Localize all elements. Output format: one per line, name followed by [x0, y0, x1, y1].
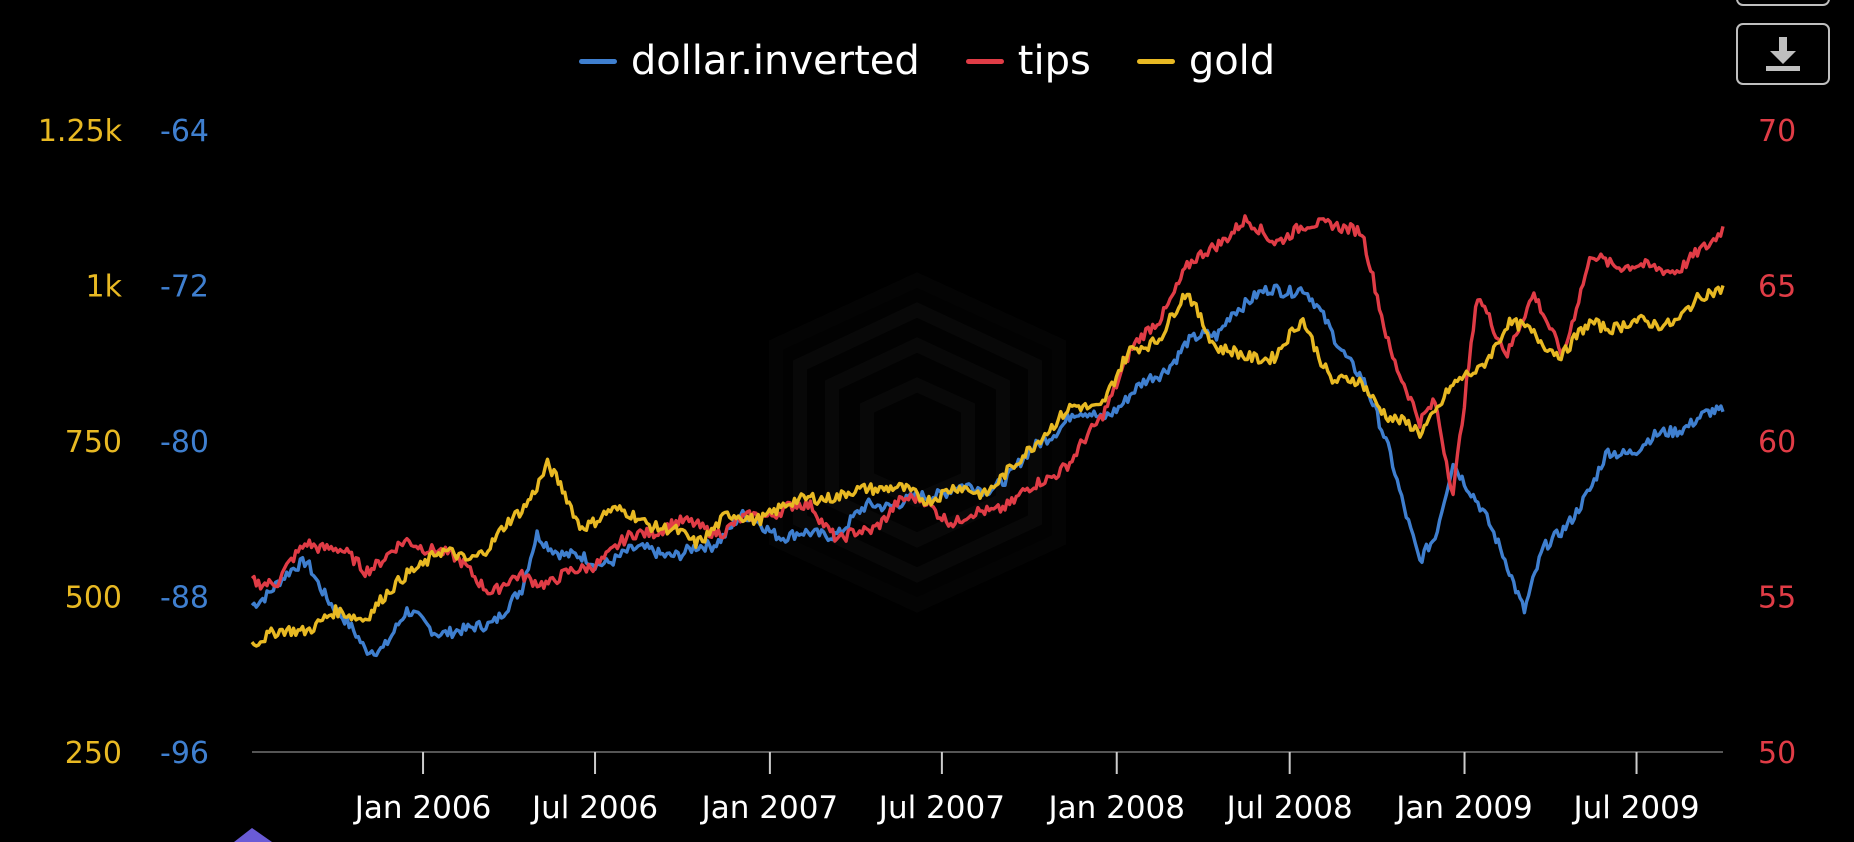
y-tick-label-gold: 250 [65, 736, 122, 771]
y-tick-label-gold: 750 [65, 425, 122, 460]
series-line-gold[interactable] [250, 285, 1725, 648]
y-tick-label-dollar: -88 [160, 581, 209, 616]
y-tick-label-tips: 65 [1758, 270, 1796, 305]
x-tick-label: Jul 2006 [530, 790, 658, 826]
y-tick-label-tips: 70 [1758, 114, 1796, 149]
y-axis-dollar: -64 -72 -80 -88 -96 [160, 114, 209, 771]
logo-fragment [234, 828, 272, 842]
legend-item-tips[interactable]: tips [965, 38, 1091, 84]
legend-swatch-tips [965, 58, 1004, 64]
y-axis-tips: 70 65 60 55 50 [1758, 114, 1796, 771]
x-tick-label: Jan 2009 [1394, 790, 1533, 826]
legend-label-dollar: dollar.inverted [630, 38, 920, 84]
y-tick-label-dollar: -72 [160, 270, 209, 305]
download-icon [1766, 37, 1800, 71]
download-button[interactable] [1736, 23, 1830, 85]
y-tick-label-tips: 55 [1758, 581, 1796, 616]
x-tick-label: Jul 2007 [877, 790, 1005, 826]
y-axis-gold: 1.25k 1k 750 500 250 [38, 114, 123, 771]
y-tick-label-gold: 500 [65, 581, 122, 616]
legend-swatch-dollar [578, 58, 617, 64]
y-tick-label-tips: 60 [1758, 425, 1796, 460]
legend-item-dollar[interactable]: dollar.inverted [578, 38, 920, 84]
series-line-tips[interactable] [250, 214, 1725, 596]
legend-label-gold: gold [1188, 38, 1276, 84]
y-tick-label-dollar: -80 [160, 425, 209, 460]
x-tick-label: Jul 2008 [1225, 790, 1353, 826]
x-axis-ticks: Jan 2006 Jul 2006 Jan 2007 Jul 2007 Jan 2008… [353, 752, 1700, 826]
legend-swatch-gold [1136, 58, 1175, 64]
x-tick-label: Jan 2006 [353, 790, 492, 826]
watermark-logo [769, 272, 1066, 613]
y-tick-label-dollar: -64 [160, 114, 209, 149]
y-tick-label-gold: 1.25k [38, 114, 123, 149]
legend-label-tips: tips [1017, 38, 1091, 84]
series-lines [250, 214, 1725, 658]
y-tick-label-gold: 1k [86, 270, 123, 305]
legend: dollar.inverted tips gold [0, 38, 1854, 84]
x-tick-label: Jul 2009 [1571, 790, 1699, 826]
legend-item-gold[interactable]: gold [1136, 38, 1276, 84]
y-tick-label-tips: 50 [1758, 736, 1796, 771]
y-tick-label-dollar: -96 [160, 736, 209, 771]
x-tick-label: Jan 2007 [700, 790, 839, 826]
x-tick-label: Jan 2008 [1046, 790, 1185, 826]
